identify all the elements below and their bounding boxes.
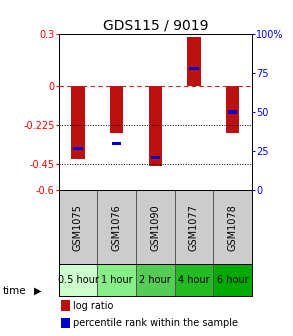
Text: log ratio: log ratio [73, 301, 113, 310]
Bar [187, 37, 201, 86]
Bar [97, 264, 136, 296]
Bar [151, 156, 160, 159]
Bar [175, 264, 213, 296]
Text: 1 hour: 1 hour [101, 275, 132, 285]
Bar [61, 300, 70, 310]
Text: GSM1077: GSM1077 [189, 204, 199, 251]
Bar [110, 86, 123, 133]
Text: GSM1075: GSM1075 [73, 204, 83, 251]
Text: time: time [3, 286, 27, 296]
Bar [59, 264, 97, 296]
Bar [59, 191, 97, 264]
Bar [112, 142, 121, 145]
Bar [213, 264, 252, 296]
Text: GSM1076: GSM1076 [112, 204, 122, 251]
Text: GSM1078: GSM1078 [228, 204, 238, 251]
Bar [97, 191, 136, 264]
Text: GSM1090: GSM1090 [150, 204, 160, 251]
Bar [61, 318, 70, 328]
Bar [136, 191, 175, 264]
Bar [213, 191, 252, 264]
Bar [175, 191, 213, 264]
Text: 6 hour: 6 hour [217, 275, 248, 285]
Bar [136, 264, 175, 296]
Title: GDS115 / 9019: GDS115 / 9019 [103, 18, 208, 33]
Text: 0.5 hour: 0.5 hour [57, 275, 98, 285]
Bar [189, 67, 199, 70]
Bar [228, 111, 237, 114]
Text: percentile rank within the sample: percentile rank within the sample [73, 318, 238, 328]
Bar [226, 86, 239, 133]
Text: 2 hour: 2 hour [139, 275, 171, 285]
Bar [73, 146, 83, 150]
Bar [71, 86, 85, 159]
Bar [149, 86, 162, 166]
Text: 4 hour: 4 hour [178, 275, 210, 285]
Text: ▶: ▶ [34, 286, 41, 296]
